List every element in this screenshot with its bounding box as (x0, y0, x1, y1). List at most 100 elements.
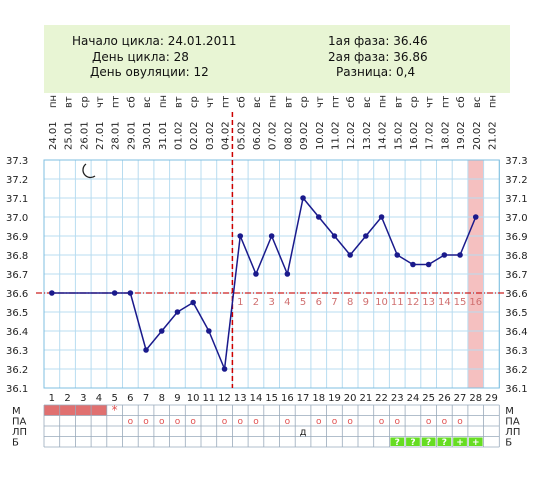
luteal-day-label: 6 (316, 297, 322, 308)
y-tick-label-left: 36.4 (6, 327, 28, 338)
y-tick-label-right: 37.1 (505, 194, 527, 205)
menstruation-cell (59, 405, 76, 416)
temperature-point (206, 328, 212, 334)
y-tick-label-right: 37.0 (505, 213, 527, 224)
x-date-label: 24.01 (48, 121, 59, 150)
x-date-label: 15.02 (393, 121, 404, 150)
temperature-point (378, 214, 385, 220)
x-cycle-day-label: 1 (49, 393, 55, 404)
x-cycle-day-label: 15 (265, 393, 278, 404)
luteal-day-label: 7 (331, 297, 337, 308)
x-weekday-label: вт (173, 96, 184, 108)
temperature-point (174, 309, 181, 315)
temperature-point (331, 233, 338, 239)
y-tick-label-left: 36.3 (6, 346, 28, 357)
temperature-segment (318, 216, 336, 237)
y-tick-label-right: 36.4 (505, 327, 527, 338)
temperature-point (158, 328, 165, 334)
x-date-label: 12.02 (346, 121, 357, 150)
x-weekday-label: чт (205, 96, 216, 108)
pa-mark: o (143, 417, 149, 427)
temperature-point (425, 261, 432, 268)
luteal-day-label: 14 (438, 297, 451, 308)
pa-mark: o (394, 417, 400, 427)
x-weekday-label: пн (158, 95, 169, 108)
x-cycle-day-label: 19 (328, 393, 341, 404)
phase2-label: 2ая фаза: (328, 50, 390, 64)
x-date-label: 31.01 (158, 121, 169, 150)
temperature-segment (255, 235, 273, 275)
x-date-label: 06.02 (252, 121, 263, 150)
cycle-start-value: 24.01.2011 (167, 34, 237, 48)
x-cycle-day-label: 14 (250, 393, 263, 404)
x-cycle-day-label: 10 (187, 393, 200, 404)
cycle-day-value: 28 (173, 50, 189, 64)
x-cycle-day-label: 18 (312, 393, 325, 404)
pa-mark: o (457, 417, 463, 427)
temperature-segment (428, 254, 445, 266)
temperature-points (49, 195, 479, 372)
temperature-segment (192, 302, 210, 332)
pa-mark: o (379, 417, 385, 427)
cycle-day-label: День цикла: (92, 50, 170, 64)
x-cycle-day-label: 5 (111, 393, 117, 404)
row-label-right: Б (505, 438, 512, 449)
temperature-segment (333, 235, 351, 256)
cycle-day-line: День цикла: 28 (92, 50, 189, 64)
x-cycle-day-label: 23 (391, 393, 404, 404)
y-tick-label-right: 36.2 (505, 365, 527, 376)
temperature-point (300, 195, 306, 201)
pa-mark: o (190, 417, 196, 427)
phase1-line: 1ая фаза: 36.46 (328, 34, 428, 48)
temperature-point (457, 252, 463, 258)
x-cycle-day-label: 3 (80, 393, 86, 404)
y-tick-label-left: 37.1 (6, 194, 28, 205)
y-tick-label-right: 37.3 (505, 156, 527, 167)
pa-mark: o (426, 417, 432, 427)
temperature-segment (208, 330, 226, 370)
x-weekday-label: вт (283, 96, 294, 108)
x-weekday-label: ср (189, 96, 200, 108)
temperature-segment (396, 254, 414, 266)
x-date-label: 10.02 (315, 121, 326, 150)
pa-mark: o (316, 417, 322, 427)
pa-mark: o (253, 417, 259, 427)
temperature-segment (365, 216, 383, 237)
x-weekday-label: ср (79, 96, 90, 108)
ba-cell (453, 437, 467, 446)
y-tick-label-right: 36.8 (505, 251, 527, 262)
y-tick-label-right: 36.6 (505, 289, 527, 300)
pa-mark: o (128, 417, 134, 427)
x-date-label: 05.02 (236, 121, 247, 150)
x-date-label: 18.02 (440, 121, 451, 150)
ovulation-day-value: 12 (193, 65, 209, 79)
ba-mark: ? (410, 438, 415, 448)
x-weekday-label: чт (425, 96, 436, 108)
x-date-label: 28.01 (111, 121, 122, 150)
temperature-point (268, 233, 275, 239)
temperature-point (394, 252, 401, 258)
temperature-point (143, 347, 149, 353)
luteal-day-label: 2 (253, 297, 259, 308)
x-cycle-day-label: 26 (438, 393, 451, 404)
temperature-point (253, 271, 259, 277)
x-date-label: 11.02 (330, 121, 341, 150)
star-mark: * (112, 403, 118, 417)
temperature-segment (286, 197, 304, 275)
x-weekday-label: сб (346, 96, 357, 108)
x-weekday-label: ср (299, 96, 310, 108)
y-tick-label-left: 36.9 (6, 232, 28, 243)
x-cycle-day-label: 9 (174, 393, 180, 404)
cycle-start-label: Начало цикла: (72, 34, 164, 48)
phase2-value: 36.86 (393, 50, 428, 64)
temperature-point (347, 252, 353, 258)
ba-mark: ? (395, 438, 400, 448)
temperature-point (221, 366, 228, 372)
x-date-label: 01.02 (173, 121, 184, 150)
ba-cell (437, 437, 452, 446)
ba-cell (406, 437, 420, 446)
luteal-day-label: 3 (268, 297, 274, 308)
pa-mark: o (237, 417, 243, 427)
x-weekday-label: ср (409, 96, 420, 108)
